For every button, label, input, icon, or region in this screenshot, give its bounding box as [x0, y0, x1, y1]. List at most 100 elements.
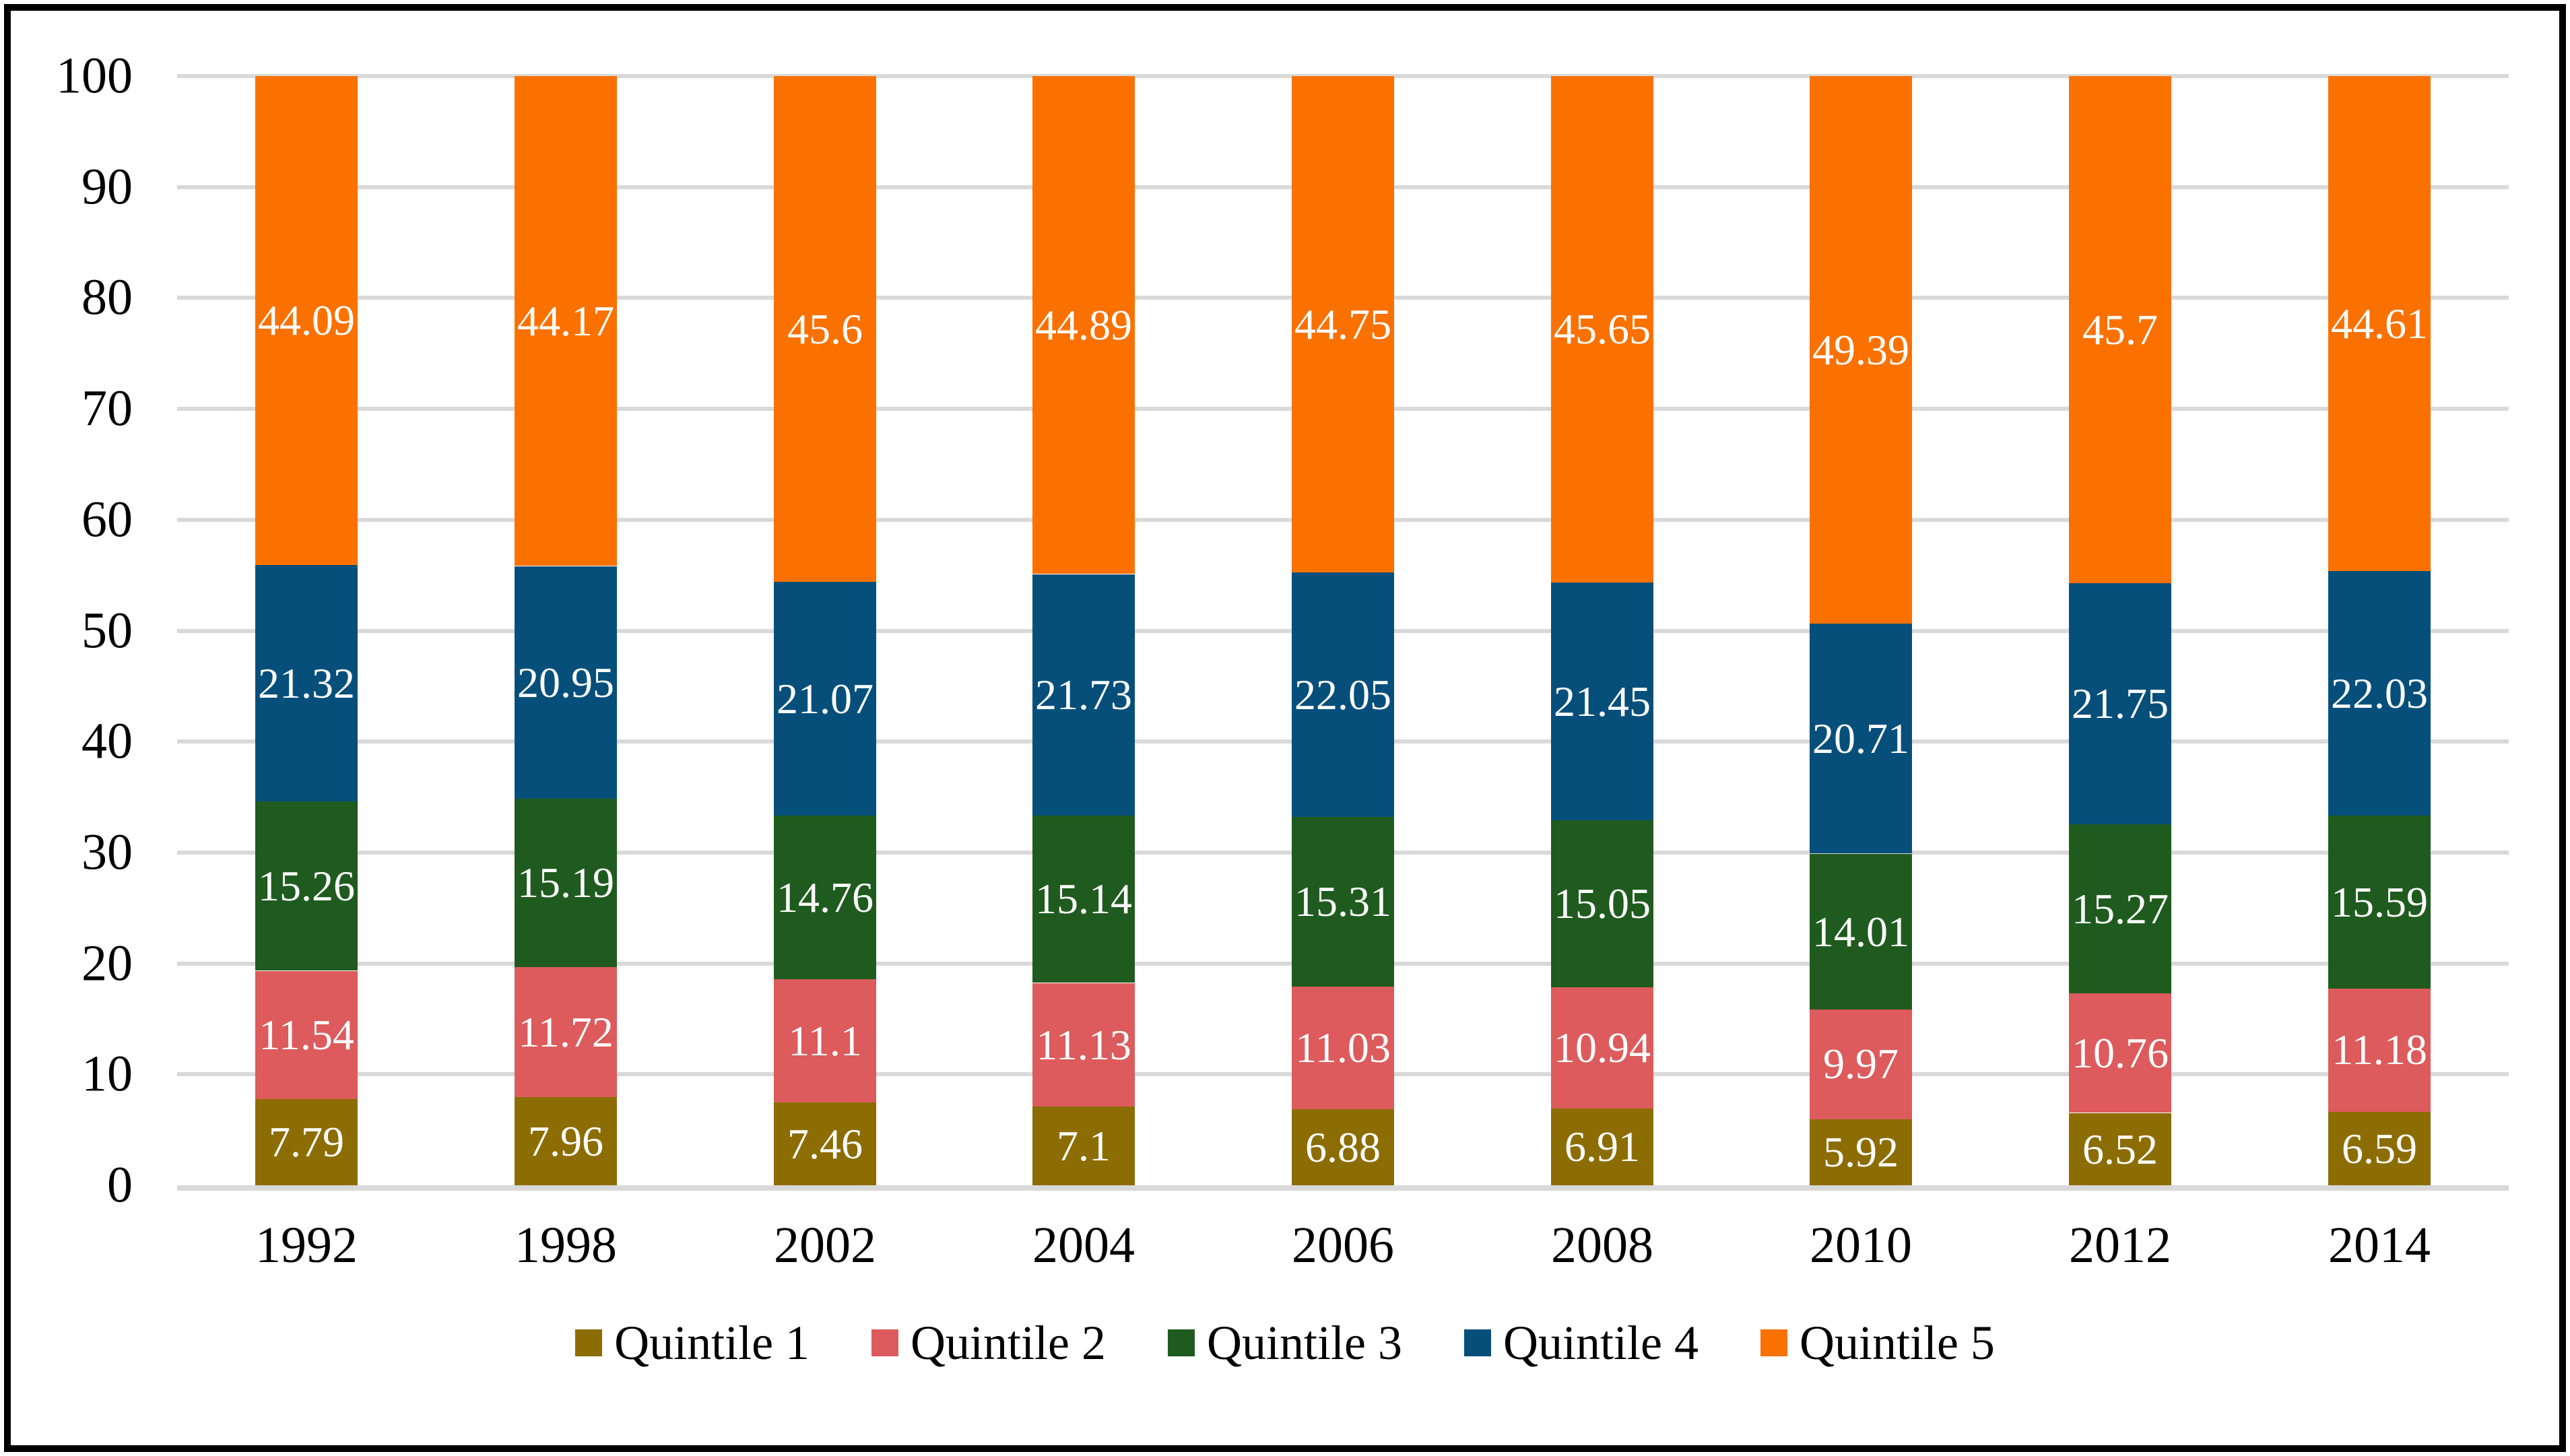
data-label-quintile-1-2008: 6.91	[1564, 1123, 1640, 1170]
bar-1998-segment-quintile-2: 11.72	[515, 967, 617, 1097]
bar-2004-segment-quintile-1: 7.1	[1032, 1106, 1135, 1185]
bar-2006-segment-quintile-5: 44.75	[1292, 76, 1394, 572]
bar-2006-segment-quintile-1: 6.88	[1292, 1109, 1394, 1185]
bar-1998-segment-quintile-3: 15.19	[515, 799, 617, 967]
data-label-quintile-2-1998: 11.72	[518, 1007, 614, 1056]
x-axis-line	[177, 1185, 2509, 1191]
data-label-quintile-4-2012: 21.75	[2072, 680, 2169, 727]
bar-1998-segment-quintile-4: 20.95	[515, 566, 617, 799]
bar-2010-segment-quintile-2: 9.97	[1810, 1009, 1912, 1119]
bar-2008-segment-quintile-3: 15.05	[1551, 820, 1653, 987]
data-label-quintile-5-2002: 45.6	[787, 304, 863, 353]
bar-2004-segment-quintile-2: 11.13	[1032, 983, 1135, 1106]
chart-border	[4, 4, 2566, 1452]
legend-marker-quintile-1	[575, 1329, 603, 1356]
y-tick-label-50: 50	[81, 602, 133, 659]
bar-2008-segment-quintile-2: 10.94	[1551, 987, 1653, 1108]
x-tick-label-2002: 2002	[774, 1217, 876, 1273]
legend-label-quintile-1: Quintile 1	[614, 1316, 810, 1370]
data-label-quintile-5-2004: 44.89	[1035, 300, 1132, 349]
bar-2008-segment-quintile-5: 45.65	[1551, 76, 1653, 583]
data-label-quintile-3-2008: 15.05	[1554, 880, 1651, 927]
data-label-quintile-2-2006: 11.03	[1295, 1024, 1391, 1071]
data-label-quintile-1-2012: 6.52	[2082, 1125, 2158, 1173]
bar-2012-segment-quintile-2: 10.76	[2069, 993, 2171, 1113]
data-label-quintile-2-2010: 9.97	[1823, 1040, 1899, 1088]
y-tick-label-40: 40	[81, 713, 133, 770]
data-label-quintile-4-2014: 22.03	[2331, 669, 2428, 717]
data-label-quintile-1-2010: 5.92	[1823, 1128, 1899, 1176]
data-label-quintile-1-1998: 7.96	[528, 1117, 603, 1165]
y-tick-label-60: 60	[81, 491, 133, 548]
bar-1998-segment-quintile-5: 44.17	[515, 76, 617, 566]
bar-2014-segment-quintile-5: 44.61	[2328, 76, 2431, 571]
data-label-quintile-1-2006: 6.88	[1305, 1123, 1381, 1171]
bar-2014-segment-quintile-2: 11.18	[2328, 988, 2431, 1112]
bar-2012-segment-quintile-5: 45.7	[2069, 76, 2171, 583]
data-label-quintile-3-2012: 15.27	[2072, 884, 2169, 933]
data-label-quintile-3-2014: 15.59	[2331, 878, 2428, 926]
data-label-quintile-1-2014: 6.59	[2342, 1124, 2417, 1172]
x-tick-label-2012: 2012	[2069, 1217, 2171, 1273]
x-tick-label-1992: 1992	[255, 1217, 358, 1273]
data-label-quintile-2-2014: 11.18	[2332, 1026, 2427, 1073]
bar-1992-segment-quintile-2: 11.54	[255, 971, 358, 1099]
x-tick-label-2010: 2010	[1810, 1217, 1912, 1273]
data-label-quintile-4-2004: 21.73	[1035, 671, 1132, 719]
data-label-quintile-2-2002: 11.1	[788, 1016, 862, 1065]
bar-2002-segment-quintile-3: 14.76	[774, 816, 876, 979]
bar-2006-segment-quintile-2: 11.03	[1292, 987, 1394, 1109]
legend-item-quintile-4: Quintile 4	[1463, 1316, 1699, 1370]
y-tick-label-10: 10	[81, 1045, 133, 1102]
bar-2004-segment-quintile-3: 15.14	[1032, 815, 1135, 983]
bar-1992-segment-quintile-1: 7.79	[255, 1099, 358, 1185]
bar-2010-segment-quintile-5: 49.39	[1810, 76, 1912, 624]
x-tick-label-2014: 2014	[2328, 1217, 2431, 1273]
bar-2010-segment-quintile-1: 5.92	[1810, 1119, 1912, 1185]
bar-2014-segment-quintile-4: 22.03	[2328, 571, 2431, 816]
bar-2010-segment-quintile-4: 20.71	[1810, 624, 1912, 853]
bar-2006-segment-quintile-3: 15.31	[1292, 817, 1394, 987]
bar-2004-segment-quintile-4: 21.73	[1032, 574, 1135, 816]
bar-1992-segment-quintile-3: 15.26	[255, 801, 358, 970]
data-label-quintile-4-1998: 20.95	[517, 658, 614, 706]
bar-2008-segment-quintile-1: 6.91	[1551, 1108, 1653, 1185]
data-label-quintile-5-2006: 44.75	[1294, 300, 1391, 348]
x-tick-label-2004: 2004	[1032, 1217, 1135, 1273]
data-label-quintile-4-2002: 21.07	[777, 674, 874, 723]
data-label-quintile-4-2006: 22.05	[1294, 670, 1391, 719]
bar-2002-segment-quintile-1: 7.46	[774, 1102, 876, 1185]
data-label-quintile-3-2006: 15.31	[1294, 878, 1391, 925]
data-label-quintile-2-2008: 10.94	[1554, 1024, 1651, 1071]
data-label-quintile-5-2012: 45.7	[2082, 305, 2158, 354]
bar-2006-segment-quintile-4: 22.05	[1292, 572, 1394, 817]
legend-item-quintile-2: Quintile 2	[871, 1319, 1106, 1367]
y-tick-label-90: 90	[81, 158, 133, 216]
data-label-quintile-4-1992: 21.32	[258, 659, 355, 707]
data-label-quintile-5-2014: 44.61	[2331, 299, 2428, 348]
legend-marker-quintile-3	[1168, 1329, 1195, 1356]
data-label-quintile-1-2004: 7.1	[1057, 1121, 1111, 1170]
bar-2012-segment-quintile-4: 21.75	[2069, 583, 2171, 824]
data-label-quintile-4-2008: 21.45	[1554, 677, 1651, 725]
legend-item-quintile-5: Quintile 5	[1760, 1319, 1995, 1367]
y-tick-label-80: 80	[81, 269, 133, 326]
data-label-quintile-5-1992: 44.09	[258, 296, 355, 344]
legend-label-quintile-3: Quintile 3	[1207, 1316, 1402, 1370]
y-tick-label-30: 30	[81, 824, 133, 881]
legend-label-quintile-4: Quintile 4	[1503, 1316, 1699, 1370]
x-tick-label-2008: 2008	[1551, 1217, 1653, 1273]
legend: Quintile 1 Quintile 2 Quintile 3 Quintile 4…	[0, 1319, 2570, 1367]
bar-2010-segment-quintile-3: 14.01	[1810, 854, 1912, 1010]
data-label-quintile-1-1992: 7.79	[269, 1118, 344, 1166]
data-label-quintile-3-2010: 14.01	[1812, 907, 1909, 956]
bar-2012-segment-quintile-1: 6.52	[2069, 1113, 2171, 1185]
data-label-quintile-5-2008: 45.65	[1554, 305, 1651, 353]
y-tick-label-0: 0	[107, 1156, 133, 1214]
data-label-quintile-3-1992: 15.26	[258, 861, 355, 910]
y-tick-label-20: 20	[81, 935, 133, 992]
data-label-quintile-5-1998: 44.17	[517, 296, 614, 345]
bar-2008-segment-quintile-4: 21.45	[1551, 583, 1653, 820]
bar-2012-segment-quintile-3: 15.27	[2069, 824, 2171, 993]
